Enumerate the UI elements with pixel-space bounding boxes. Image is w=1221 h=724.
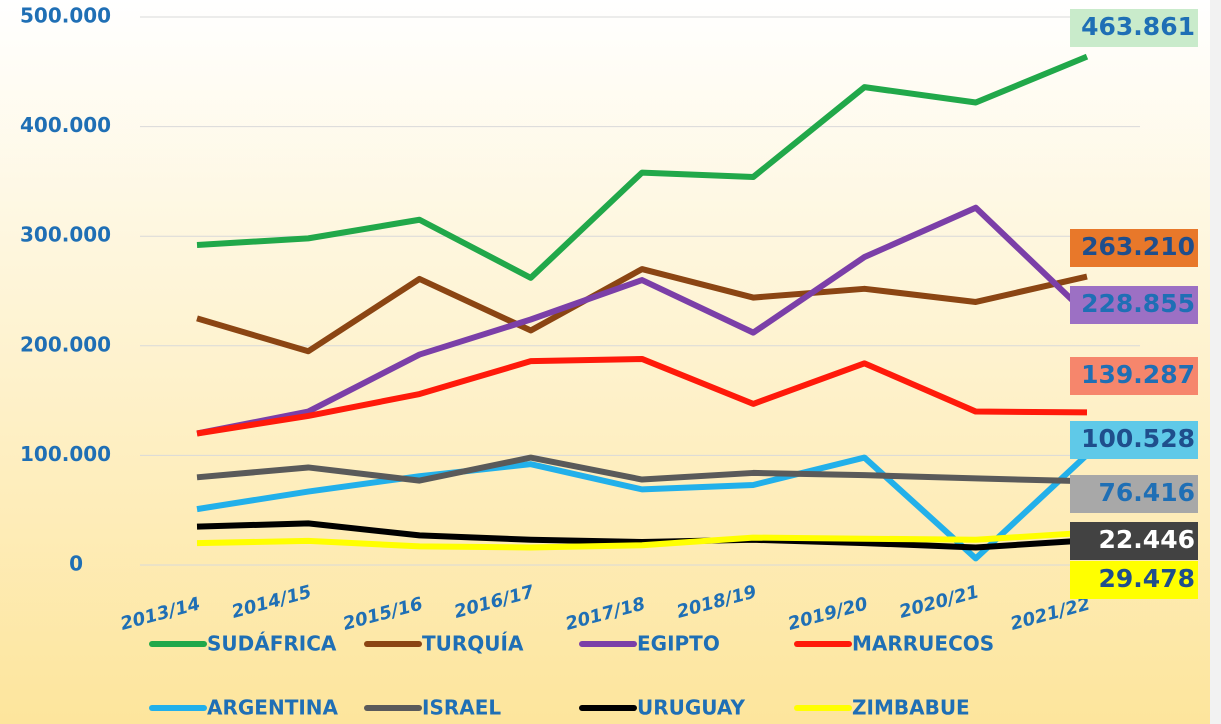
y-tick-label: 500.000 <box>20 4 111 28</box>
value-label: 263.210 <box>1081 232 1195 261</box>
legend-label: MARRUECOS <box>852 632 994 656</box>
y-tick-label: 100.000 <box>20 442 111 466</box>
legend-label: TURQUÍA <box>422 632 524 656</box>
series-line <box>196 529 1088 551</box>
series-line <box>196 53 1089 281</box>
value-label: 29.478 <box>1099 564 1195 593</box>
series-line <box>196 454 1088 485</box>
legend-label: SUDÁFRICA <box>207 632 337 656</box>
value-label-box <box>1070 561 1198 599</box>
series-line <box>196 520 1088 551</box>
value-label: 463.861 <box>1081 12 1195 41</box>
value-label: 228.855 <box>1081 289 1195 318</box>
series-line <box>196 452 1090 562</box>
y-tick-label: 0 <box>69 552 83 576</box>
legend-label: ARGENTINA <box>207 696 339 720</box>
value-label: 100.528 <box>1081 424 1195 453</box>
value-label-box <box>1070 522 1198 560</box>
value-label-box <box>1070 357 1198 395</box>
value-label: 139.287 <box>1081 360 1195 389</box>
legend-label: ISRAEL <box>422 696 501 720</box>
legend-label: EGIPTO <box>637 632 720 656</box>
side-strip <box>1210 0 1221 724</box>
legend-label: URUGUAY <box>637 696 745 720</box>
y-tick-label: 400.000 <box>20 113 111 137</box>
value-label-box <box>1070 229 1198 267</box>
value-label-box <box>1070 475 1198 513</box>
value-label-box <box>1070 9 1198 47</box>
series-line <box>196 266 1088 355</box>
y-tick-label: 300.000 <box>20 223 111 247</box>
series-line <box>196 204 1090 437</box>
value-label: 76.416 <box>1099 478 1195 507</box>
legend-label: ZIMBABUE <box>852 696 970 720</box>
value-label-box <box>1070 286 1198 324</box>
value-label: 22.446 <box>1099 525 1195 554</box>
value-label-box <box>1070 421 1198 459</box>
y-tick-label: 200.000 <box>20 332 111 356</box>
series-line <box>196 355 1088 437</box>
